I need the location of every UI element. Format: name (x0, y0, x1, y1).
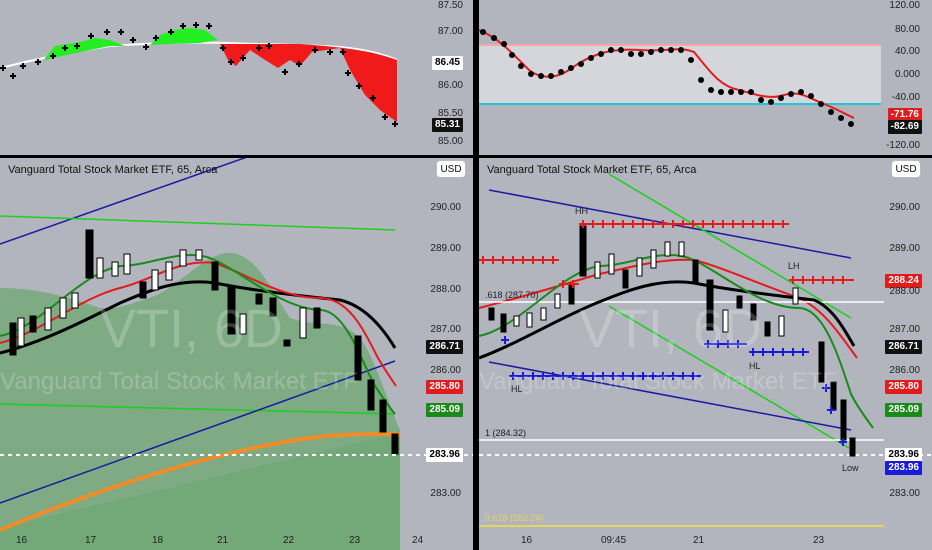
name-watermark: Vanguard Total Stock Market ETF (0, 368, 358, 395)
price-tag-resistance: 288.24 (885, 274, 922, 288)
osc-tag-b: -82.69 (887, 120, 922, 134)
price-tag-green-ma: 285.09 (885, 403, 922, 417)
x-tick: 21 (693, 535, 705, 546)
symbol-watermark: VTI, 6D (579, 299, 763, 359)
y-tick: 40.00 (894, 46, 920, 57)
x-tick: 23 (813, 535, 825, 546)
y-tick: 289.00 (430, 243, 461, 254)
currency-button[interactable]: USD (891, 160, 921, 178)
bottom-left-chart-pane[interactable]: VTI, 6D Vanguard Total Stock Market ETF … (0, 158, 473, 550)
y-tick: 290.00 (889, 202, 920, 213)
osc-tag-a: -71.76 (887, 108, 922, 122)
label-low: Low (842, 463, 859, 473)
y-tick: 85.00 (437, 136, 463, 147)
y-tick: 286.00 (889, 365, 920, 376)
x-tick: 09:45 (601, 535, 627, 546)
label-hl-left: HL (511, 384, 523, 394)
x-tick: 24 (412, 535, 424, 546)
fib-618-upper-label: .618 (287.70) (485, 290, 539, 300)
currency-button[interactable]: USD (436, 160, 466, 178)
price-tag-black-ma: 286.71 (885, 340, 922, 354)
support-plus-levels (501, 336, 847, 446)
bottom-left-candles (9, 229, 399, 455)
y-tick: 283.00 (889, 488, 920, 499)
top-right-chart-pane[interactable]: 120.00 80.00 40.00 0.000 -40.00 -71.76 -… (479, 0, 932, 155)
price-tag-green-ma: 285.09 (426, 403, 463, 417)
top-right-dot-markers (480, 29, 854, 127)
y-tick: 288.00 (430, 284, 461, 295)
top-left-chart-svg (0, 22, 398, 127)
label-hl-right: HL (749, 361, 761, 371)
y-tick: 287.00 (889, 324, 920, 335)
resistance-plus-levels (479, 220, 854, 288)
x-tick: 22 (283, 535, 295, 546)
y-tick: -120.00 (886, 140, 920, 151)
price-tag-close: 85.31 (431, 118, 463, 132)
chart-title: Vanguard Total Stock Market ETF, 65, Arc… (487, 164, 697, 176)
top-left-plus-markers (0, 22, 398, 127)
price-tag-red-ma: 285.80 (426, 380, 463, 394)
x-tick: 17 (85, 535, 97, 546)
chart-title: Vanguard Total Stock Market ETF, 65, Arc… (8, 164, 218, 176)
y-tick: 87.50 (437, 0, 463, 11)
price-tag-current-a: 283.96 (885, 448, 922, 462)
bottom-right-chart-pane[interactable]: VTI, 6D Vanguard Total Stock Market ETF … (479, 158, 932, 550)
x-tick: 16 (521, 535, 533, 546)
price-tag-current: 283.96 (426, 448, 463, 462)
y-tick: 287.00 (430, 324, 461, 335)
bottom-left-chart-svg (0, 158, 473, 550)
y-tick: 86.00 (437, 80, 463, 91)
price-tag-last: 86.45 (431, 56, 463, 70)
symbol-watermark: VTI, 6D (100, 299, 284, 359)
y-tick: 288.00 (889, 286, 920, 297)
x-tick: 16 (16, 535, 28, 546)
bottom-right-chart-svg (479, 173, 932, 527)
y-tick: -40.00 (891, 92, 920, 103)
top-right-chart-svg (479, 29, 881, 127)
x-tick: 18 (152, 535, 164, 546)
y-tick: 286.00 (430, 365, 461, 376)
y-tick: 80.00 (894, 24, 920, 35)
fib-618-lower-label: 0.618 (282.24) (485, 513, 544, 523)
y-tick: 87.00 (437, 26, 463, 37)
label-lh: LH (788, 261, 800, 271)
y-tick: 289.00 (889, 243, 920, 254)
price-tag-red-ma: 285.80 (885, 380, 922, 394)
y-tick: 0.000 (894, 69, 920, 80)
price-tag-current-b: 283.96 (885, 461, 922, 475)
x-tick: 21 (217, 535, 229, 546)
top-left-chart-pane[interactable]: 87.50 87.00 86.45 86.00 85.50 85.31 85.0… (0, 0, 473, 155)
name-watermark: Vanguard Total Stock Market ETF (479, 368, 837, 395)
y-tick: 85.50 (437, 108, 463, 119)
fib-1-label: 1 (284.32) (485, 428, 527, 438)
x-tick: 23 (349, 535, 361, 546)
price-tag-black-ma: 286.71 (426, 340, 463, 354)
y-tick: 283.00 (430, 488, 461, 499)
y-tick: 290.00 (430, 202, 461, 213)
y-tick: 120.00 (889, 0, 920, 11)
label-hh: HH (575, 206, 588, 216)
